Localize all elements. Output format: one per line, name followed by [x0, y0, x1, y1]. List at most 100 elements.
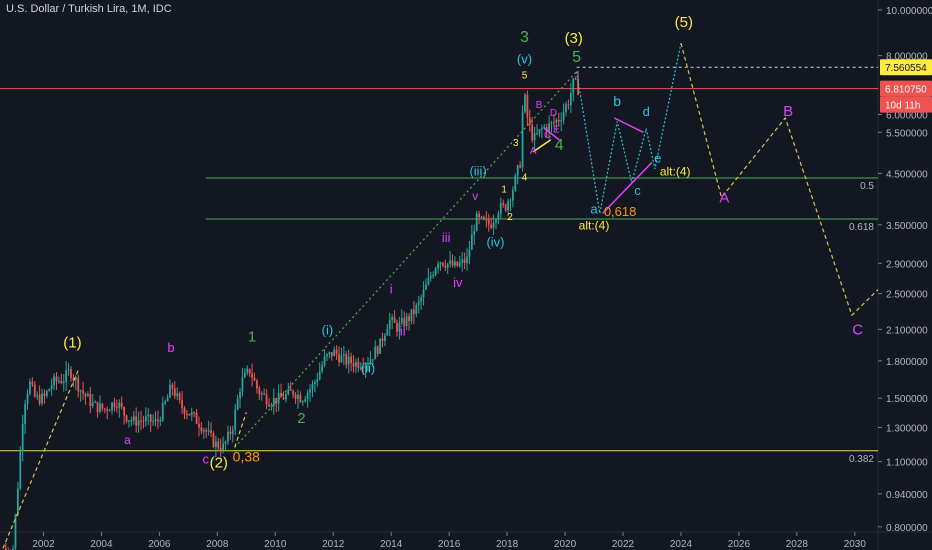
y-tick-label: 5.500000 — [886, 128, 928, 139]
x-tick-label: 2028 — [786, 539, 809, 550]
candle-body — [446, 263, 449, 268]
chart-title: U.S. Dollar / Turkish Lira, 1M, IDC — [6, 3, 172, 15]
candle-body — [531, 124, 534, 141]
wave-label: (5) — [675, 14, 693, 31]
candle-body — [115, 407, 118, 409]
y-tick-label: 1.500000 — [886, 394, 928, 405]
y-tick-label: 1.100000 — [886, 458, 928, 469]
candle-body — [12, 548, 14, 550]
candle-body — [188, 414, 191, 416]
candle-body — [29, 381, 31, 394]
candle-body — [99, 403, 101, 412]
wave-label: B — [536, 100, 543, 111]
candle-body — [499, 203, 502, 214]
x-tick-label: 2020 — [554, 539, 577, 550]
wave-label: 1 — [501, 184, 507, 195]
candle-body — [258, 388, 261, 395]
wave-label: (2) — [210, 454, 228, 471]
candle-body — [569, 92, 572, 106]
candle-body — [123, 407, 126, 416]
candle-body — [190, 412, 193, 416]
candle-body — [393, 317, 396, 323]
candle-body — [417, 301, 420, 306]
candle-body — [463, 259, 466, 264]
wave-label: C — [852, 321, 863, 338]
candle-body — [480, 216, 483, 218]
candle-body — [84, 393, 87, 397]
wave-label: e — [654, 150, 661, 165]
candle-body — [31, 381, 34, 385]
wave-label: 0,38 — [233, 449, 260, 465]
candle-body — [91, 402, 94, 407]
wave-trendline — [613, 117, 644, 133]
candle-body — [333, 349, 336, 357]
candle-body — [67, 369, 70, 371]
candle-body — [77, 377, 80, 392]
candle-body — [311, 383, 314, 390]
candle-body — [72, 377, 75, 380]
candle-body — [48, 389, 51, 392]
candle-body — [128, 420, 130, 422]
candle-body — [577, 78, 579, 95]
candle-body — [429, 276, 432, 278]
candle-body — [299, 394, 302, 403]
candle-body — [425, 284, 427, 290]
level-label: 0.5 — [860, 181, 874, 192]
candle-body — [263, 393, 266, 395]
candle-body — [246, 368, 249, 373]
candle-body — [53, 376, 55, 386]
candle-body — [275, 397, 278, 404]
candle-body — [309, 389, 311, 393]
candle-body — [449, 260, 452, 264]
candle-body — [101, 403, 104, 409]
projection-path — [2, 369, 79, 549]
wave-label: b — [613, 93, 621, 109]
candle-body — [260, 393, 263, 395]
candle-body — [504, 204, 507, 211]
candle-body — [371, 359, 374, 361]
wave-label: A — [719, 190, 729, 207]
candle-body — [316, 379, 319, 383]
candle-body — [171, 384, 174, 389]
candle-body — [304, 399, 307, 402]
candle-body — [369, 359, 372, 365]
wave-label: C — [544, 130, 551, 141]
x-tick-label: 2004 — [90, 539, 113, 550]
candle-body — [65, 370, 68, 382]
candle-body — [287, 388, 290, 395]
wave-label: (v) — [517, 51, 532, 66]
candle-body — [574, 78, 577, 80]
candle-body — [154, 419, 157, 422]
candle-body — [173, 388, 176, 397]
wave-label: a — [590, 201, 598, 216]
candle-body — [391, 317, 394, 320]
projection-path — [234, 71, 578, 448]
candle-body — [516, 165, 519, 176]
candle-body — [357, 361, 360, 368]
level-label: 0.382 — [849, 454, 874, 465]
candle-body — [118, 402, 121, 408]
candle-body — [355, 361, 357, 367]
candle-body — [94, 401, 97, 403]
projection-path — [680, 43, 879, 317]
candle-body — [553, 122, 555, 124]
candle-body — [444, 265, 447, 268]
candle-body — [562, 111, 565, 121]
price-label-box — [880, 59, 932, 76]
wave-label: 3 — [513, 138, 519, 149]
candle-body — [557, 119, 560, 122]
candle-body — [507, 201, 509, 211]
wave-label: 5 — [572, 49, 581, 66]
candle-body — [451, 260, 454, 266]
candle-body — [347, 356, 350, 365]
wave-trendline — [532, 139, 552, 153]
wave-label: a — [124, 433, 131, 447]
candle-body — [318, 371, 321, 380]
candle-body — [572, 78, 575, 93]
candle-body — [169, 384, 171, 398]
candle-body — [137, 420, 140, 426]
candle-body — [36, 394, 39, 397]
candle-body — [4, 548, 7, 550]
candle-body — [514, 175, 517, 191]
